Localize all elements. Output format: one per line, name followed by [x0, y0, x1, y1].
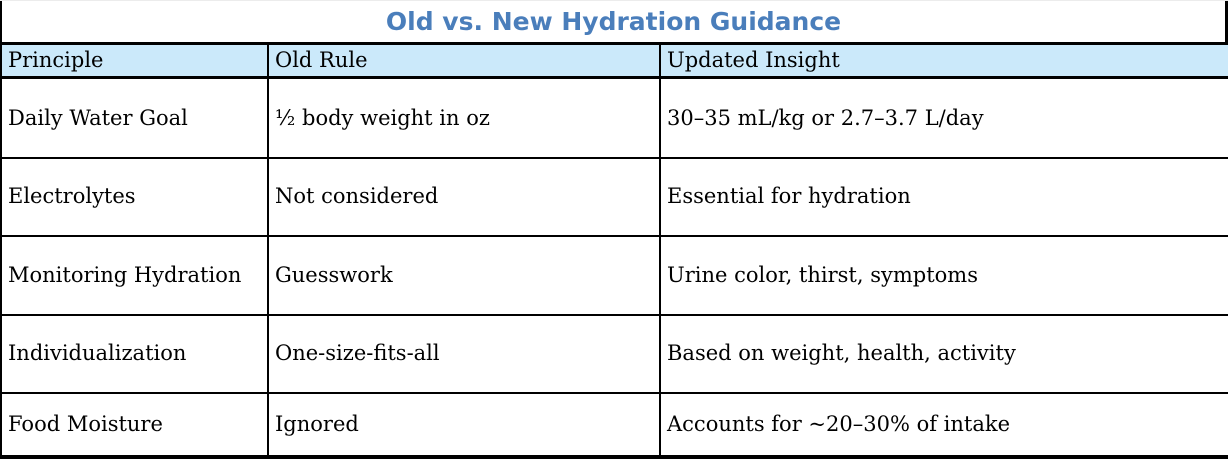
- column-header-updated-insight: Updated Insight: [659, 42, 1228, 79]
- table-row: Electrolytes Not considered Essential fo…: [0, 156, 1228, 237]
- cell-updated-insight: Urine color, thirst, symptoms: [659, 234, 1228, 316]
- cell-principle: Electrolytes: [0, 156, 269, 237]
- cell-old-rule: Not considered: [267, 156, 661, 237]
- header-row: Principle Old Rule Updated Insight: [0, 42, 1228, 79]
- column-header-old-rule: Old Rule: [267, 42, 661, 79]
- cell-updated-insight: Essential for hydration: [659, 156, 1228, 237]
- cell-old-rule: Guesswork: [267, 234, 661, 316]
- column-header-principle: Principle: [0, 42, 269, 79]
- cell-principle: Monitoring Hydration: [0, 234, 269, 316]
- table-title: Old vs. New Hydration Guidance: [0, 1, 1228, 42]
- cell-updated-insight: Accounts for ~20–30% of intake: [659, 391, 1228, 459]
- cell-principle: Daily Water Goal: [0, 76, 269, 159]
- cell-principle: Food Moisture: [0, 391, 269, 459]
- cell-old-rule: Ignored: [267, 391, 661, 459]
- cell-principle: Individualization: [0, 313, 269, 394]
- table-row: Daily Water Goal ½ body weight in oz 30–…: [0, 76, 1228, 159]
- hydration-guidance-table: Principle Old Rule Updated Insight Daily…: [0, 42, 1228, 459]
- table-row: Individualization One-size-fits-all Base…: [0, 313, 1228, 394]
- cell-updated-insight: Based on weight, health, activity: [659, 313, 1228, 394]
- cell-old-rule: ½ body weight in oz: [267, 76, 661, 159]
- table-row: Monitoring Hydration Guesswork Urine col…: [0, 234, 1228, 316]
- cell-updated-insight: 30–35 mL/kg or 2.7–3.7 L/day: [659, 76, 1228, 159]
- table-row: Food Moisture Ignored Accounts for ~20–3…: [0, 391, 1228, 459]
- cell-old-rule: One-size-fits-all: [267, 313, 661, 394]
